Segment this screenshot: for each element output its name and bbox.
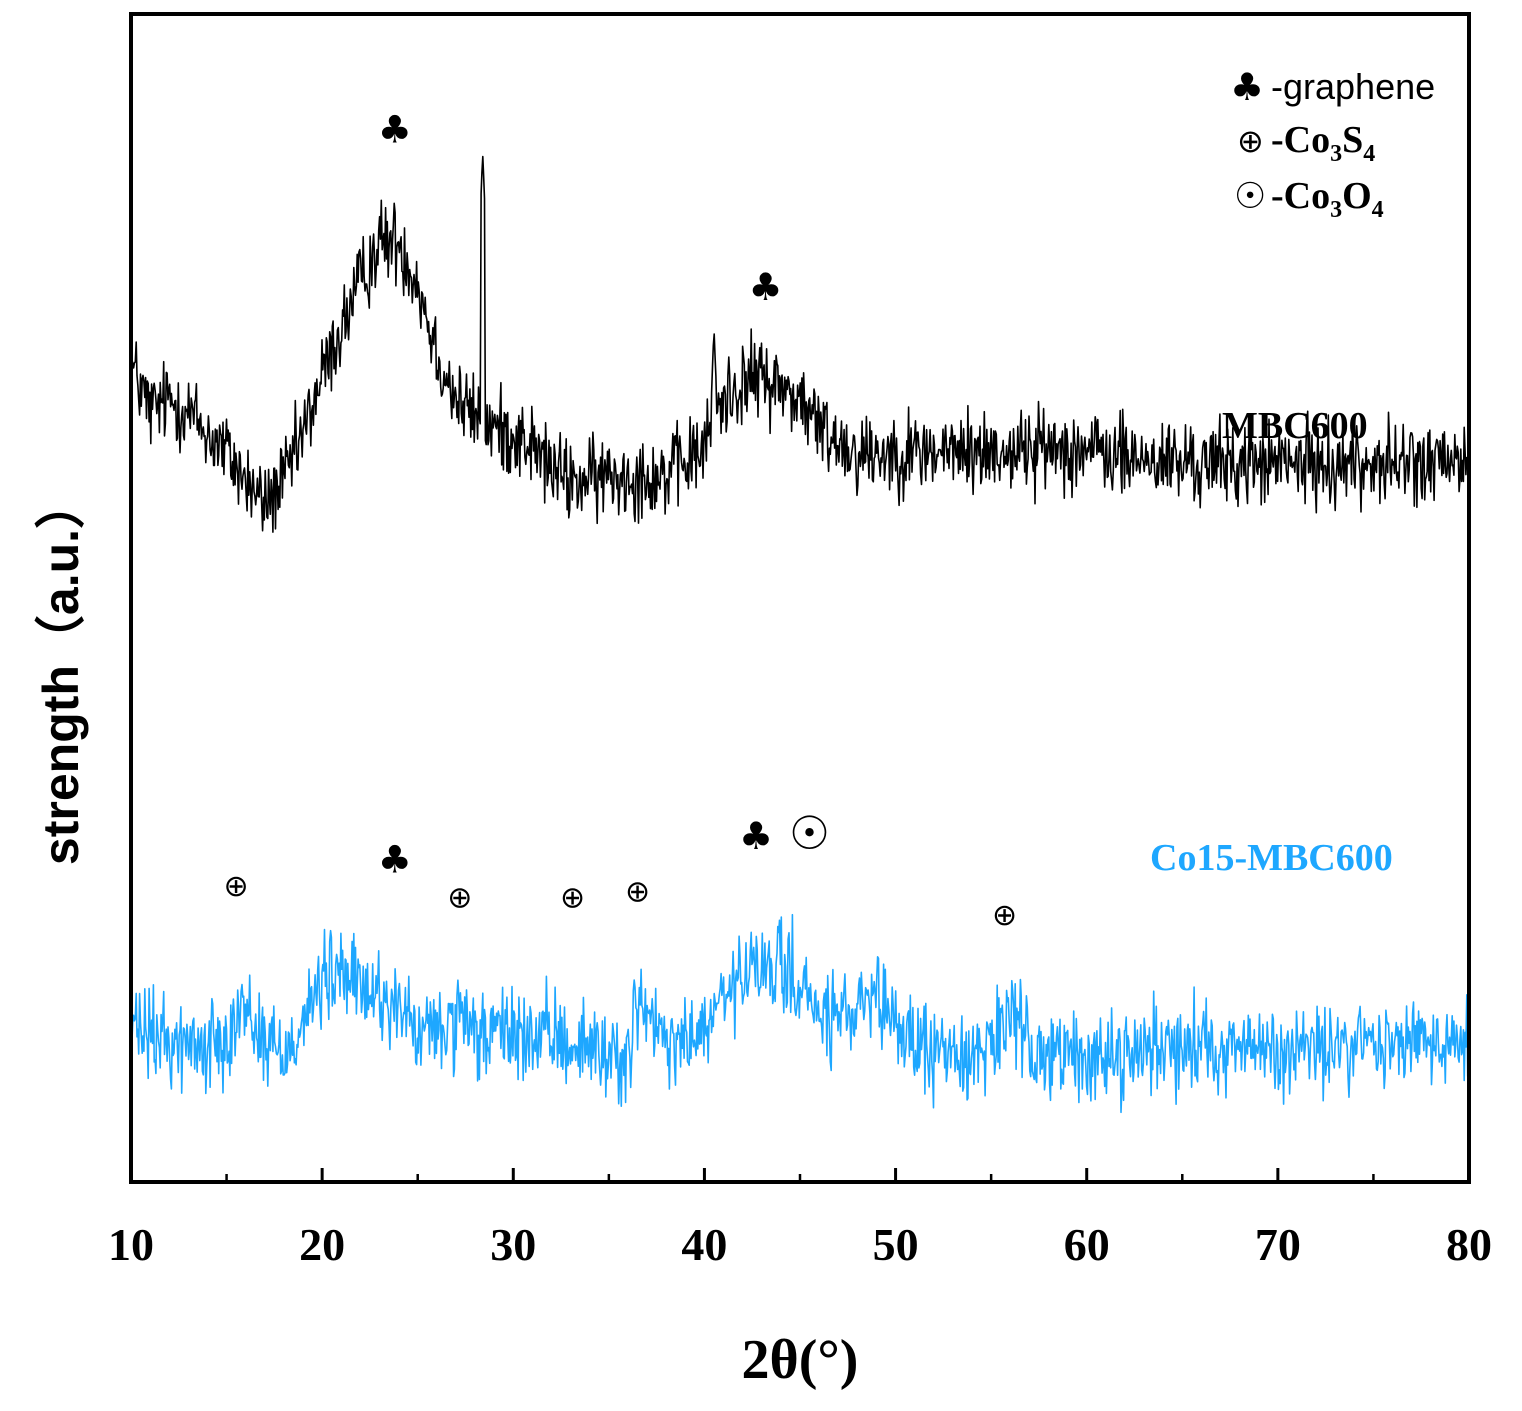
x-tick-label-50: 50 — [873, 1219, 919, 1270]
legend-co3o4-label: -Co3O4 — [1271, 175, 1384, 223]
y-axis-label: strength（a.u.） — [33, 479, 89, 865]
peak-marker-sun-icon: ☉ — [789, 806, 830, 860]
x-tick-label-40: 40 — [681, 1219, 727, 1270]
series-label-mbc600: MBC600 — [1222, 405, 1368, 447]
peak-marker-club-icon: ♣ — [749, 265, 783, 309]
x-tick-label-10: 10 — [108, 1219, 154, 1270]
x-tick-label-30: 30 — [490, 1219, 536, 1270]
peak-marker-club-icon: ♣ — [378, 107, 412, 151]
x-tick-label-70: 70 — [1255, 1219, 1301, 1270]
x-axis-label: 2θ(°) — [742, 1329, 859, 1391]
peak-marker-circled-plus-icon: ⊕ — [560, 881, 585, 916]
legend-co3s4-label: -Co3S4 — [1271, 119, 1375, 167]
peak-marker-club-icon: ♣ — [378, 837, 412, 881]
legend-sun-icon: ☉ — [1234, 176, 1266, 217]
peak-marker-circled-plus-icon: ⊕ — [447, 881, 472, 916]
peak-marker-circled-plus-icon: ⊕ — [992, 898, 1017, 933]
peak-marker-circled-plus-icon: ⊕ — [625, 875, 650, 910]
peak-marker-club-icon: ♣ — [739, 814, 773, 858]
series-line-mbc600 — [131, 155, 1469, 533]
legend-graphene-label: -graphene — [1271, 66, 1435, 107]
legend-circled-plus-icon: ⊕ — [1237, 122, 1264, 160]
x-tick-label-60: 60 — [1064, 1219, 1110, 1270]
peak-marker-circled-plus-icon: ⊕ — [224, 869, 249, 904]
legend: ♣ -graphene ⊕ -Co3S4 ☉ -Co3O4 — [1230, 65, 1435, 223]
series-label-co15-mbc600: Co15-MBC600 — [1150, 837, 1393, 879]
x-tick-label-20: 20 — [299, 1219, 345, 1270]
series-line-co15-mbc600 — [131, 913, 1469, 1114]
x-tick-label-80: 80 — [1446, 1219, 1492, 1270]
legend-club-icon: ♣ — [1230, 65, 1264, 109]
